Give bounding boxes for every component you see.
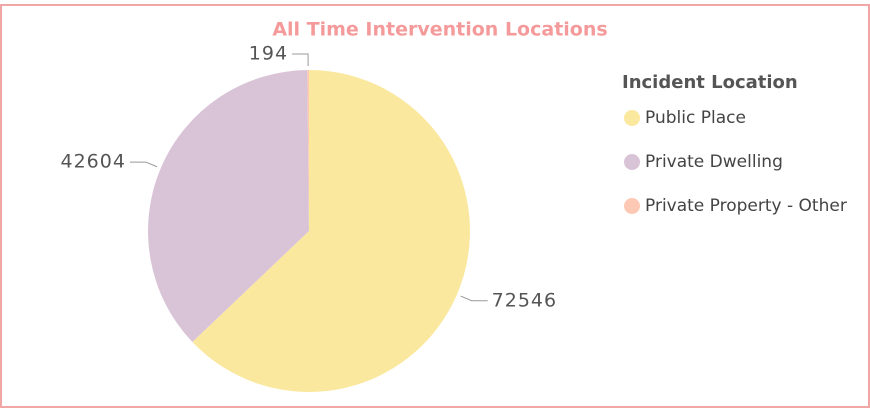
data-label: 42604 bbox=[61, 151, 126, 173]
legend-label: Private Property - Other bbox=[645, 196, 847, 216]
legend-swatch bbox=[624, 110, 640, 126]
legend-swatch bbox=[624, 154, 640, 170]
pie-slice bbox=[307, 70, 309, 231]
leader-line bbox=[129, 161, 158, 168]
legend-label: Public Place bbox=[645, 108, 746, 128]
chart-title: All Time Intervention Locations bbox=[272, 19, 607, 41]
leader-line bbox=[292, 53, 309, 67]
pie-slice bbox=[192, 70, 471, 392]
data-label: 194 bbox=[249, 43, 288, 65]
data-label: 72546 bbox=[492, 289, 557, 311]
pie-slice bbox=[148, 70, 309, 342]
legend-label: Private Dwelling bbox=[645, 152, 783, 172]
legend-swatch bbox=[624, 198, 640, 214]
legend-title: Incident Location bbox=[622, 72, 798, 93]
leader-line bbox=[460, 295, 488, 302]
